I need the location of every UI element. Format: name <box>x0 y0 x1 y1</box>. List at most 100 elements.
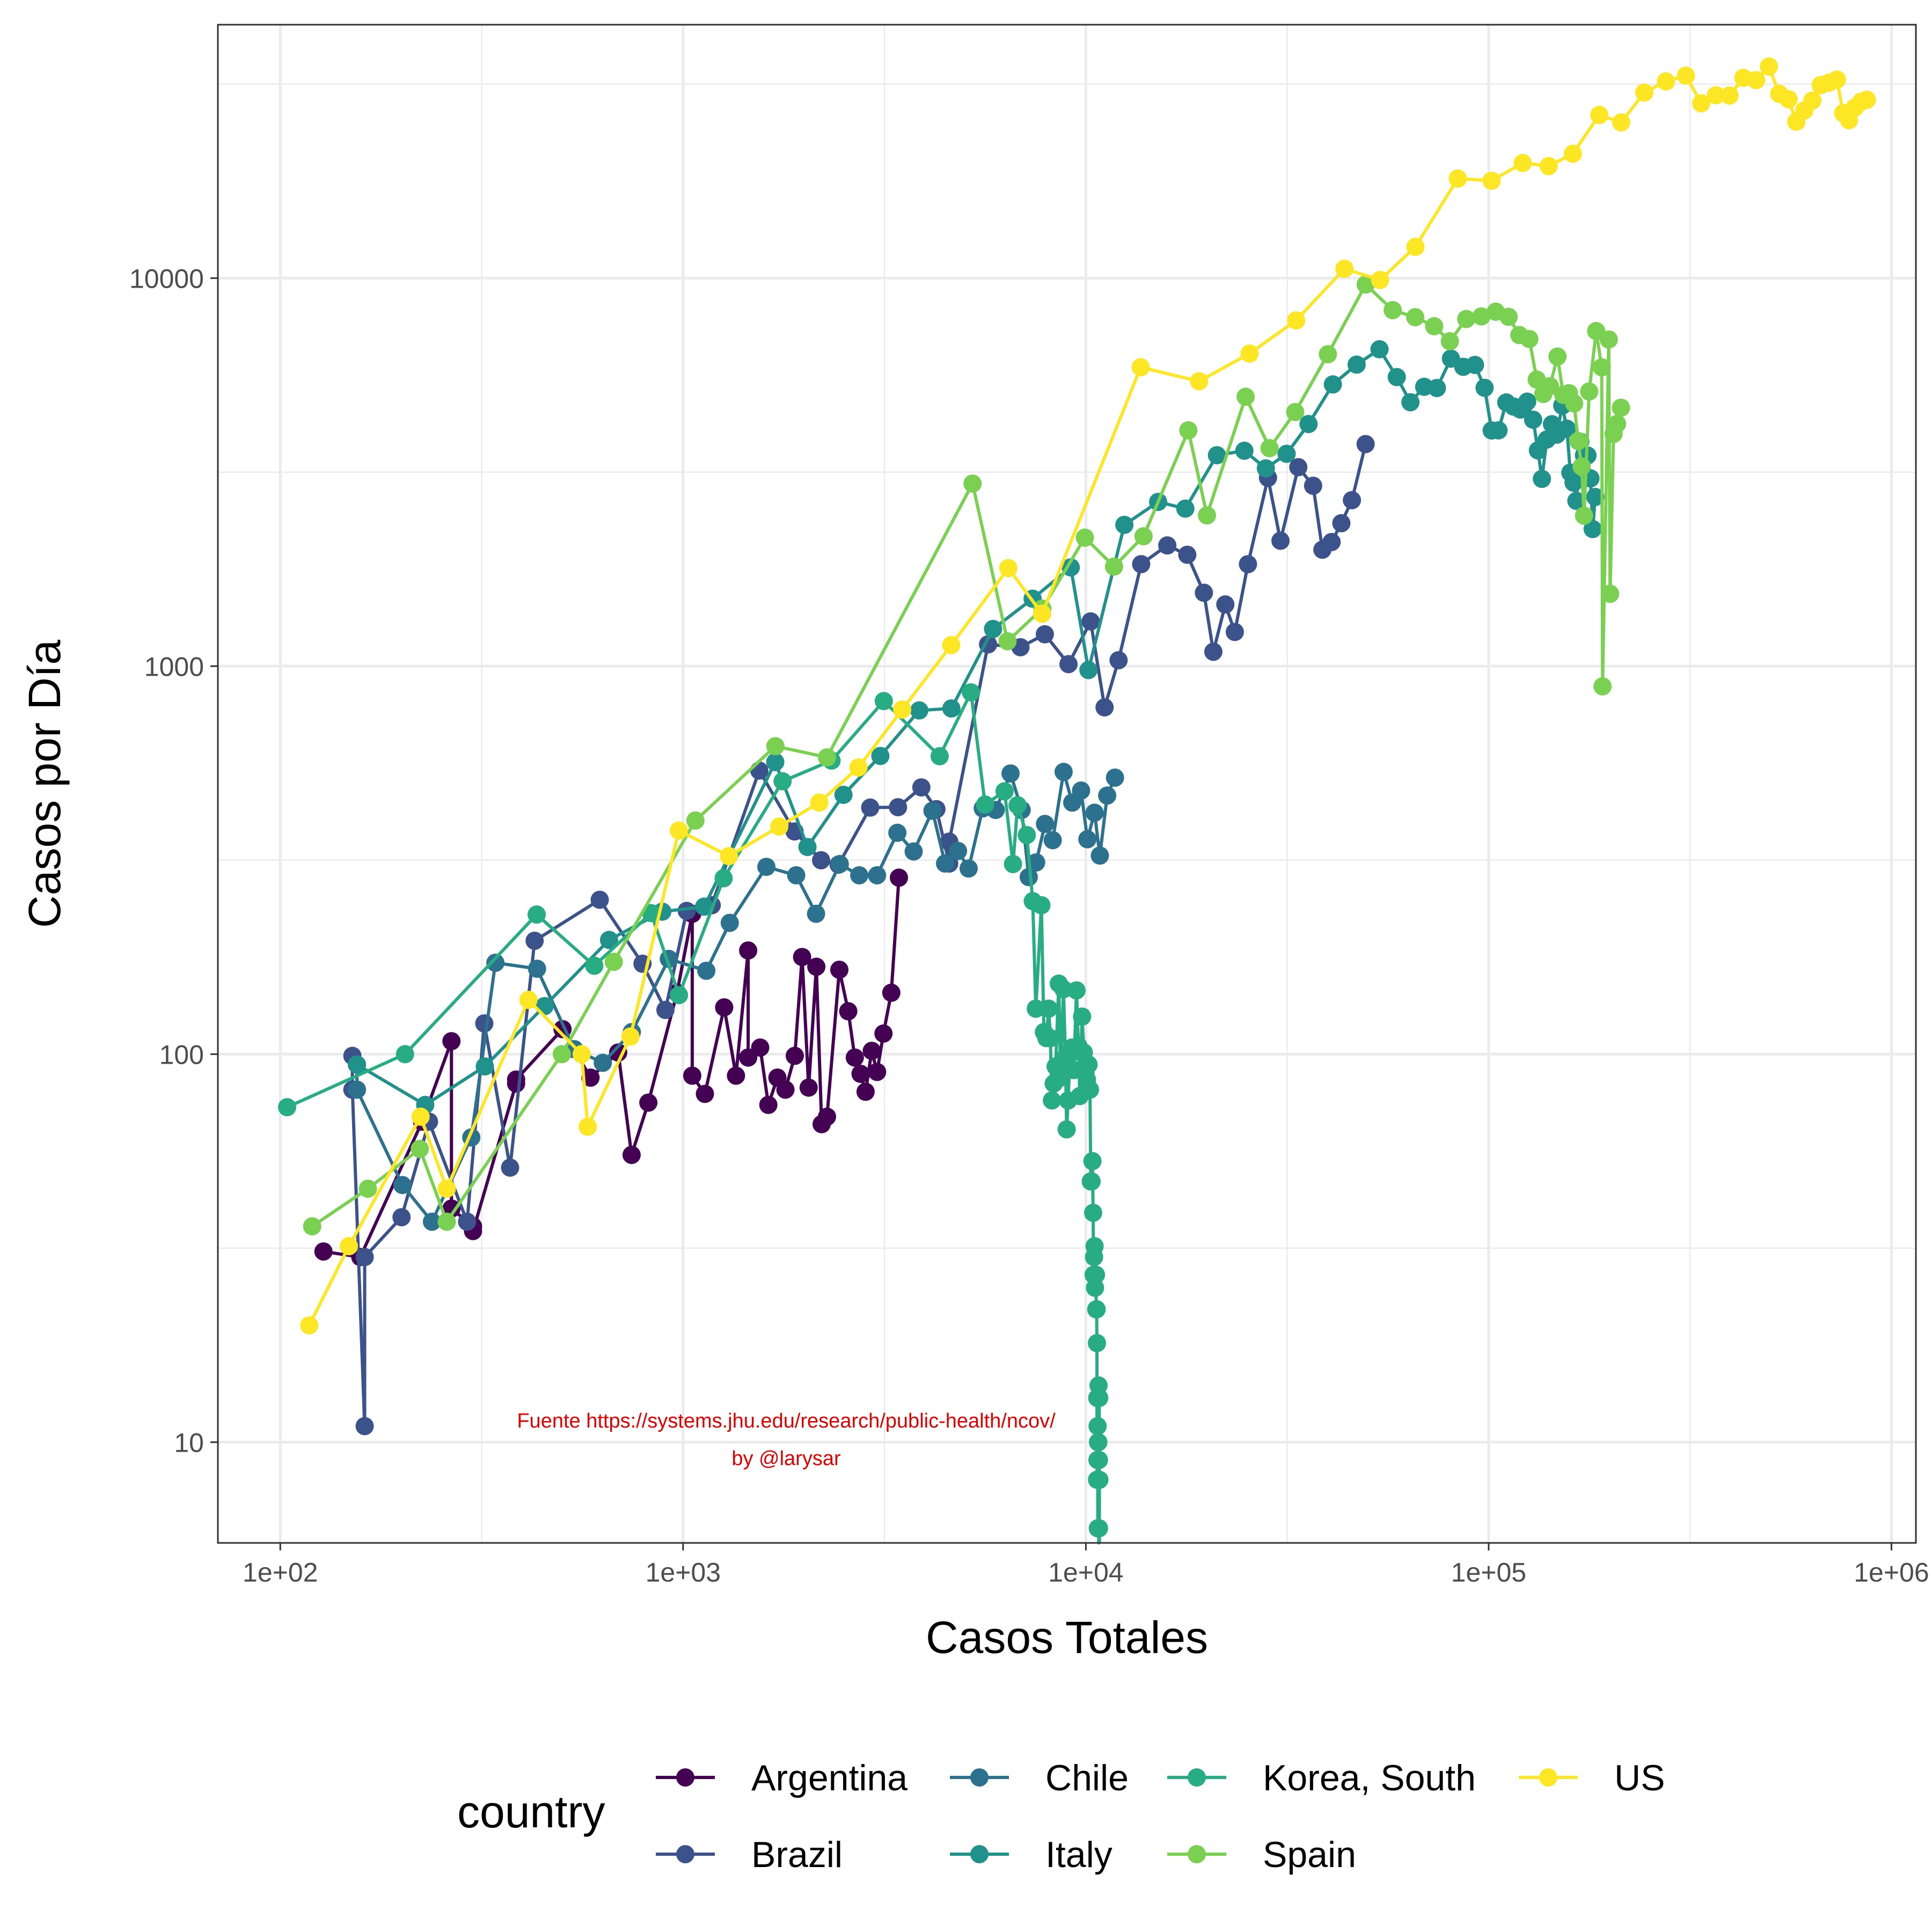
data-point <box>807 957 826 976</box>
data-point <box>622 1146 641 1164</box>
data-point <box>1208 446 1226 465</box>
data-point <box>642 904 661 923</box>
data-point <box>1569 431 1587 450</box>
data-point <box>669 821 688 840</box>
data-point <box>1176 499 1195 518</box>
data-point <box>1760 57 1779 76</box>
data-point <box>1087 1300 1106 1319</box>
data-point <box>830 855 849 873</box>
data-point <box>868 866 887 884</box>
data-point <box>1078 830 1097 848</box>
data-point <box>1592 358 1611 377</box>
data-point <box>358 1180 377 1198</box>
data-point <box>839 1002 858 1021</box>
data-point <box>720 913 739 932</box>
data-point <box>1260 439 1279 458</box>
data-point <box>604 953 623 971</box>
data-point <box>959 859 978 878</box>
data-point <box>1322 533 1341 551</box>
data-point <box>766 737 785 756</box>
data-point <box>1131 358 1150 377</box>
data-point <box>1425 317 1444 335</box>
data-point <box>1343 491 1362 509</box>
data-point <box>1072 781 1091 800</box>
data-point <box>1406 238 1425 256</box>
data-point <box>1132 555 1151 574</box>
legend-entry-korea-south: Korea, South <box>1167 1758 1476 1798</box>
data-point <box>1518 392 1536 411</box>
data-point <box>1057 1120 1076 1139</box>
legend-label: Argentina <box>751 1758 908 1798</box>
data-point <box>930 747 949 766</box>
data-point <box>995 782 1014 801</box>
data-point <box>1008 796 1027 815</box>
legend-entry-italy: Italy <box>950 1834 1113 1875</box>
legend-key-point <box>1539 1768 1557 1787</box>
data-point <box>1240 344 1259 363</box>
data-point <box>1115 516 1134 534</box>
data-point <box>1018 826 1036 844</box>
data-point <box>475 1014 494 1033</box>
data-point <box>486 954 505 972</box>
data-point <box>807 904 825 923</box>
data-point <box>581 1069 600 1087</box>
data-point <box>1027 999 1045 1018</box>
data-point <box>1067 981 1086 1000</box>
data-point <box>1440 332 1459 350</box>
legend-label: Spain <box>1263 1834 1356 1875</box>
data-point <box>714 869 733 888</box>
data-point <box>1004 855 1022 873</box>
data-point <box>1287 311 1306 330</box>
legend-entry-us: US <box>1519 1758 1665 1798</box>
data-point <box>1747 71 1766 90</box>
data-point <box>696 1085 714 1103</box>
data-point <box>1089 1519 1108 1538</box>
data-point <box>686 811 705 830</box>
data-point <box>585 956 604 975</box>
data-point <box>1089 1433 1108 1452</box>
panel-border <box>217 24 1917 1544</box>
data-point <box>1095 698 1114 717</box>
data-point <box>507 1070 525 1089</box>
data-point <box>1198 506 1216 525</box>
data-point <box>475 1057 494 1076</box>
data-point <box>1106 769 1124 787</box>
x-tick-label: 1e+04 <box>1048 1557 1123 1587</box>
data-point <box>1190 372 1209 391</box>
data-point <box>1489 421 1508 440</box>
data-point <box>572 1045 591 1064</box>
data-point <box>888 823 907 842</box>
series-spain <box>303 275 1630 1236</box>
data-point <box>810 793 829 812</box>
data-point <box>757 858 775 876</box>
series-layer <box>278 57 1876 1545</box>
data-point <box>1054 980 1073 999</box>
data-point <box>739 1048 758 1067</box>
data-point <box>1085 803 1104 822</box>
data-point <box>1563 144 1582 163</box>
y-tick-label: 1000 <box>144 652 204 682</box>
data-point <box>1524 411 1542 429</box>
data-point <box>739 941 758 960</box>
data-point <box>422 1212 441 1231</box>
data-point <box>1104 557 1123 576</box>
data-point <box>670 986 689 1005</box>
data-point <box>1707 86 1725 105</box>
data-point <box>998 632 1017 650</box>
data-point <box>1720 86 1739 105</box>
data-point <box>1384 301 1402 319</box>
data-point <box>1079 1055 1098 1074</box>
data-point <box>1448 169 1467 188</box>
data-point <box>1086 1278 1104 1297</box>
data-point <box>639 1093 658 1112</box>
data-point <box>963 474 982 493</box>
data-point <box>278 1098 296 1117</box>
data-point <box>697 961 716 980</box>
data-point <box>411 1107 430 1126</box>
data-point <box>845 1048 864 1067</box>
data-point <box>1499 308 1518 326</box>
data-point <box>1098 786 1117 805</box>
y-tick-label: 10000 <box>129 264 204 294</box>
data-point <box>458 1212 477 1231</box>
data-point <box>851 1064 870 1083</box>
